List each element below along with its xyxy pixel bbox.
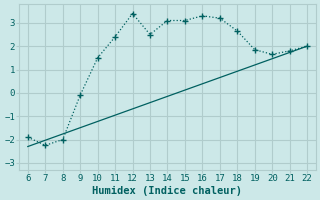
- X-axis label: Humidex (Indice chaleur): Humidex (Indice chaleur): [92, 186, 243, 196]
